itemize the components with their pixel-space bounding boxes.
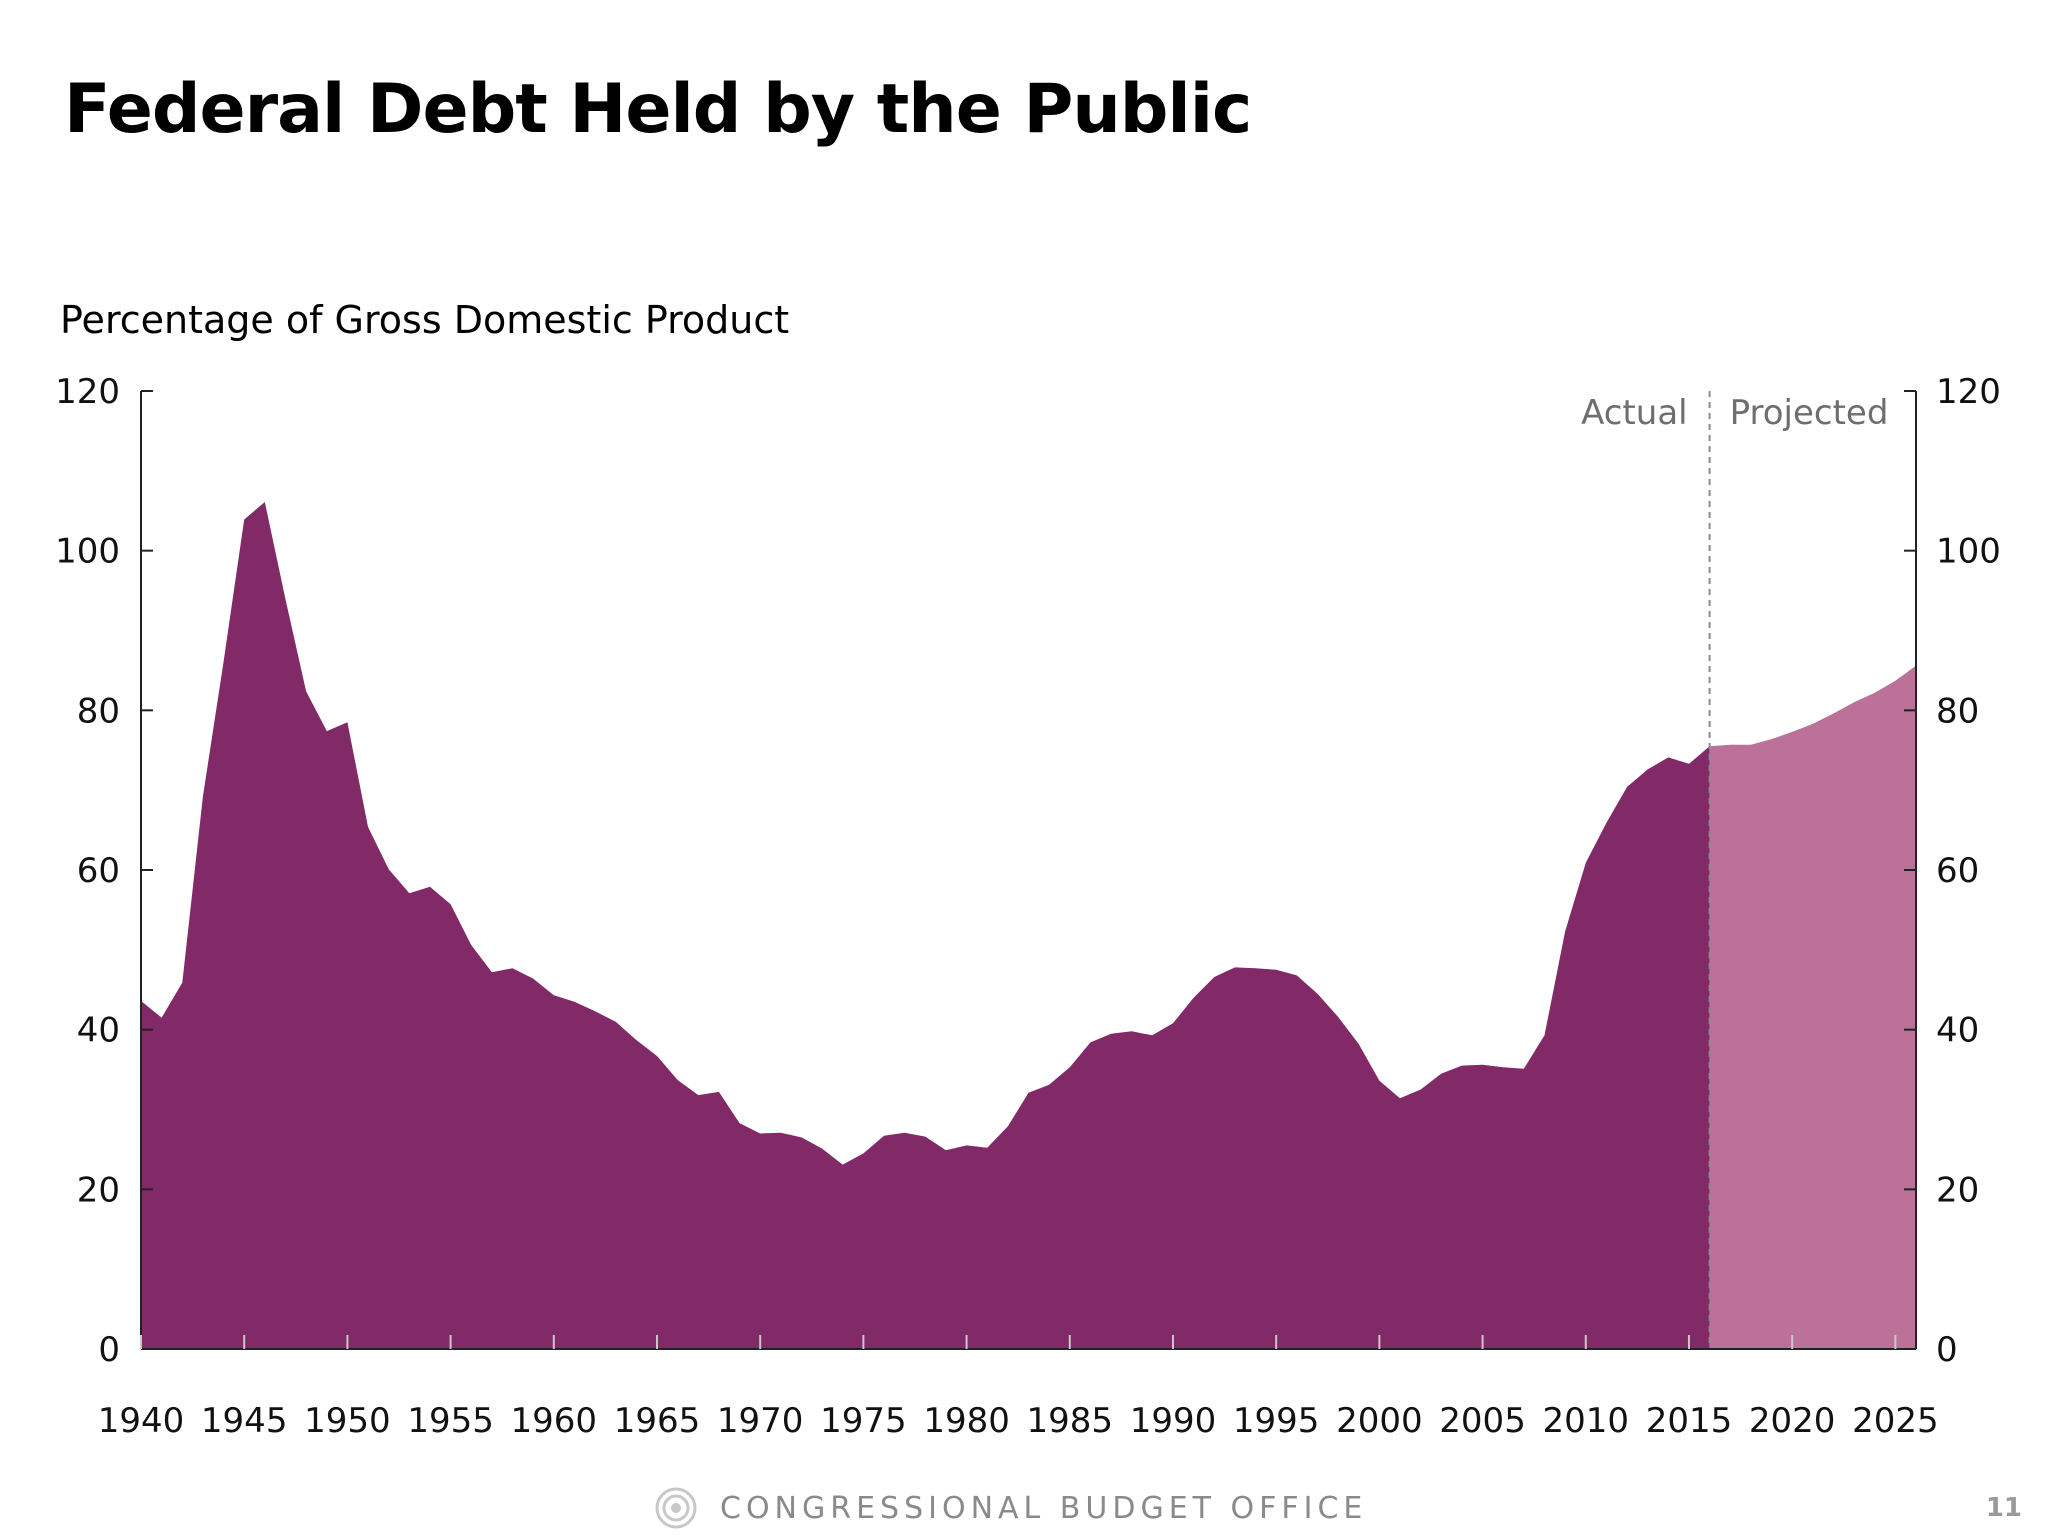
y-tick-label-right: 120: [1936, 372, 2001, 412]
cbo-logo-icon: [655, 1487, 697, 1529]
annotation-projected: Projected: [1730, 393, 1889, 433]
x-tick-label: 1965: [614, 1401, 701, 1441]
series-area-projected: [1709, 665, 1916, 1349]
y-tick-label-left: 60: [77, 851, 120, 891]
x-tick-label: 2025: [1852, 1401, 1939, 1441]
y-tick-label-right: 80: [1936, 691, 1979, 731]
x-tick-label: 1945: [201, 1401, 288, 1441]
y-tick-label-left: 120: [55, 372, 120, 412]
x-tick-label: 1955: [407, 1401, 494, 1441]
y-tick-label-right: 100: [1936, 532, 2001, 572]
y-tick-label-left: 20: [77, 1170, 120, 1210]
annotation-actual: Actual: [1581, 393, 1688, 433]
y-tick-label-right: 40: [1936, 1011, 1979, 1051]
series-area-actual: [141, 502, 1710, 1349]
slide-title: Federal Debt Held by the Public: [64, 70, 1252, 149]
y-tick-label-left: 80: [77, 691, 120, 731]
x-tick-label: 1990: [1130, 1401, 1217, 1441]
y-tick-label-right: 0: [1936, 1330, 1958, 1370]
x-tick-label: 2010: [1543, 1401, 1630, 1441]
chart-areas: [141, 502, 1916, 1349]
x-tick-label: 1970: [717, 1401, 804, 1441]
y-tick-label-right: 60: [1936, 851, 1979, 891]
y-axis-label: Percentage of Gross Domestic Product: [60, 298, 790, 342]
page-number: 11: [1985, 1493, 2022, 1523]
y-tick-label-right: 20: [1936, 1170, 1979, 1210]
x-tick-label: 2020: [1749, 1401, 1836, 1441]
x-tick-label: 1985: [1027, 1401, 1114, 1441]
x-tick-label: 2000: [1336, 1401, 1423, 1441]
y-tick-label-left: 0: [98, 1330, 120, 1370]
x-tick-label: 1950: [304, 1401, 391, 1441]
x-tick-label: 1995: [1233, 1401, 1320, 1441]
footer-org-name: CONGRESSIONAL BUDGET OFFICE: [720, 1491, 1368, 1526]
x-tick-label: 2005: [1439, 1401, 1526, 1441]
x-tick-label: 1975: [820, 1401, 907, 1441]
x-tick-label: 1940: [98, 1401, 185, 1441]
x-tick-label: 2015: [1646, 1401, 1733, 1441]
chart-axes: [140, 390, 1917, 1350]
y-tick-label-left: 100: [55, 532, 120, 572]
x-tick-label: 1960: [511, 1401, 598, 1441]
footer: CONGRESSIONAL BUDGET OFFICE 11: [0, 1483, 2048, 1533]
x-tick-label: 1980: [923, 1401, 1010, 1441]
y-tick-label-left: 40: [77, 1011, 120, 1051]
